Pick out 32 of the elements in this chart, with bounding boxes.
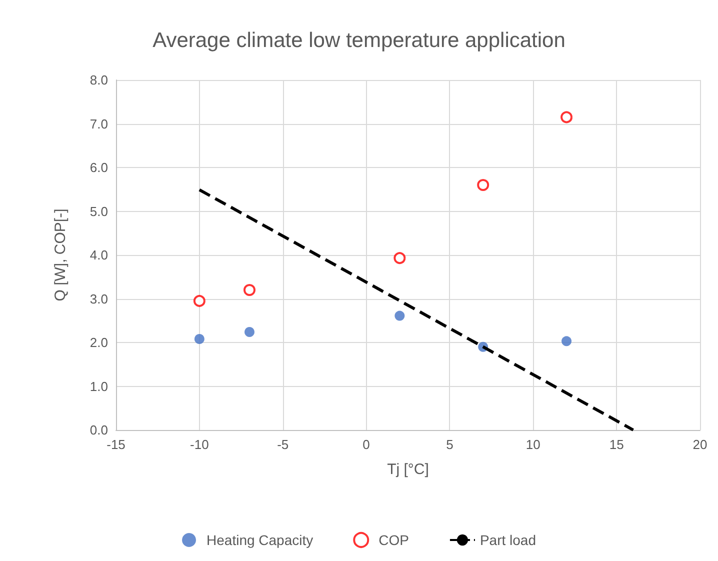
point — [194, 334, 204, 344]
x-tick-label: 15 — [609, 437, 624, 452]
point — [562, 336, 572, 346]
x-tick-label: -15 — [106, 437, 126, 452]
y-tick-label: 4.0 — [90, 248, 108, 262]
point — [193, 294, 206, 307]
y-tick-label: 3.0 — [90, 291, 108, 306]
x-tick-label: -10 — [190, 437, 209, 452]
y-tick-label: 8.0 — [90, 72, 108, 88]
legend-label: COP — [378, 532, 409, 548]
point — [394, 252, 406, 264]
y-tick-label: 0.0 — [90, 422, 108, 438]
legend-label: Part load — [480, 532, 536, 548]
point — [477, 179, 490, 191]
y-tick-label: 7.0 — [90, 116, 108, 132]
x-axis-title: Tj [°C] — [387, 461, 429, 478]
chart-title: Average climate low temperature application — [152, 29, 566, 52]
y-tick-label: 2.0 — [90, 335, 108, 350]
point — [560, 111, 573, 124]
y-tick-label: 1.0 — [90, 378, 108, 394]
x-tick-label: -5 — [277, 437, 289, 452]
x-tick-label: 0 — [362, 437, 370, 452]
point — [243, 284, 256, 296]
point — [244, 327, 254, 337]
legend-label: Heating Capacity — [206, 532, 314, 548]
x-tick-label: 20 — [692, 437, 708, 452]
point — [394, 310, 405, 321]
x-tick-label: 10 — [526, 437, 540, 452]
y-tick-label: 6.0 — [90, 160, 108, 175]
y-tick-label: 5.0 — [90, 204, 108, 219]
y-axis-title: Q [W], COP[-] — [52, 208, 69, 302]
x-tick-label: 5 — [446, 437, 454, 452]
